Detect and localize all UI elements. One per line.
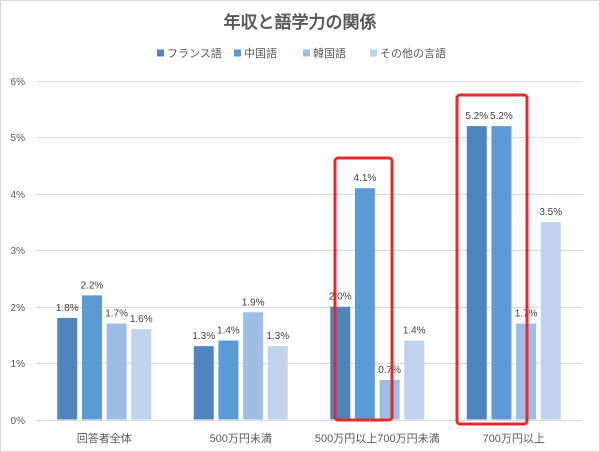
y-tick-label-1: 1% [11,359,26,370]
legend-label-3: その他の言語 [380,46,446,60]
data-label-series-1-cat-2: 4.1% [354,173,377,184]
y-tick-label-5: 5% [11,133,26,144]
legend: フランス語 中国語 韓国語 その他の言語 [157,46,446,60]
bar-series-3-cat-2 [404,340,425,420]
legend-item-1: 中国語 [234,46,277,60]
bar-series-3-cat-3 [540,222,561,420]
y-tick-label-4: 4% [11,190,26,201]
bar-series-2-cat-2 [379,380,400,420]
bar-series-3-cat-0 [131,329,152,420]
data-label-series-2-cat-0: 1.7% [105,309,128,320]
legend-label-1: 中国語 [244,46,277,60]
x-category-label-2: 500万円以上700万円未満 [315,432,440,445]
x-category-label-3: 700万円以上 [483,432,545,445]
bar-series-1-cat-2 [354,188,375,420]
bar-series-2-cat-1 [243,312,264,420]
data-label-series-0-cat-3: 5.2% [465,111,488,122]
bar-series-0-cat-2 [330,306,351,420]
legend-marker-0 [157,49,164,57]
bar-series-0-cat-3 [466,126,487,420]
y-tick-label-3: 3% [11,246,26,257]
legend-label-0: フランス語 [167,46,222,60]
legend-label-2: 韓国語 [313,46,346,60]
legend-item-2: 韓国語 [303,46,346,60]
legend-marker-2 [303,49,310,57]
bar-series-1-cat-1 [218,340,239,420]
data-label-series-0-cat-0: 1.8% [56,303,79,314]
bar-series-0-cat-1 [193,346,214,420]
x-axis: 回答者全体 500万円未満 500万円以上700万円未満 700万円以上 [77,431,545,445]
legend-item-0: フランス語 [157,46,222,60]
data-label-series-2-cat-1: 1.9% [242,297,265,308]
data-label-series-0-cat-2: 2.0% [329,292,352,303]
bar-series-3-cat-1 [267,346,288,420]
y-tick-label-0: 0% [11,416,26,427]
data-label-series-2-cat-2: 0.7% [378,365,401,376]
y-axis: 0% 1% 2% 3% 4% 5% 6% [11,77,26,427]
bar-series-1-cat-3 [491,126,512,420]
legend-marker-3 [370,49,377,57]
highlight-boxes [333,93,529,426]
legend-marker-1 [234,49,241,57]
highlight-box-700-plus [455,93,529,426]
gridlines [36,81,582,421]
data-label-series-3-cat-2: 1.4% [403,326,426,337]
x-category-label-0: 回答者全体 [77,431,132,445]
data-label-series-1-cat-3: 5.2% [490,111,513,122]
data-label-series-1-cat-1: 1.4% [217,326,240,337]
bar-series-2-cat-0 [106,323,127,420]
bar-series-0-cat-0 [57,317,78,420]
data-label-series-1-cat-0: 2.2% [81,280,104,291]
x-category-label-1: 500万円未満 [210,432,272,445]
highlight-box-500-700 [333,156,394,422]
y-tick-label-6: 6% [11,77,26,88]
data-label-series-3-cat-1: 1.3% [266,331,289,342]
y-tick-label-2: 2% [11,303,26,314]
data-label-series-3-cat-3: 3.5% [539,207,562,218]
data-label-series-3-cat-0: 1.6% [130,314,153,325]
chart-title: 年収と語学力の関係 [224,12,377,32]
bar-series-1-cat-0 [81,295,102,420]
bars [57,126,561,420]
data-label-series-0-cat-1: 1.3% [192,331,215,342]
legend-item-3: その他の言語 [370,46,446,60]
